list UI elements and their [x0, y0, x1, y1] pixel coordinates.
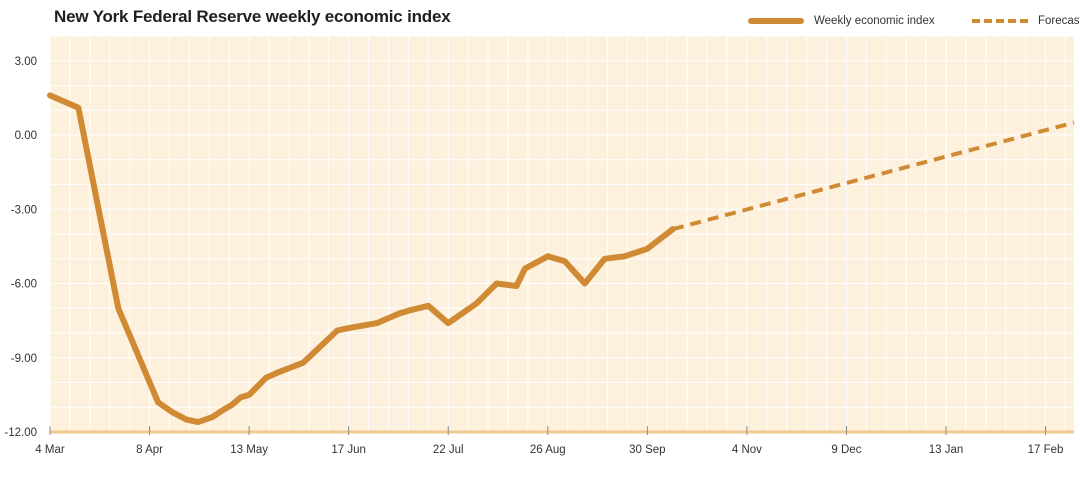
series-line-forecast — [672, 120, 1075, 232]
y-tick-label: 0.00 — [15, 130, 37, 142]
y-tick-label: -12.00 — [4, 427, 37, 439]
legend-swatch-solid-line — [748, 18, 804, 24]
x-tick-label: 17 Feb — [1028, 444, 1064, 456]
x-tick-label: 4 Mar — [35, 444, 65, 456]
x-tick-label: 13 Jan — [929, 444, 964, 456]
x-tick-label: 13 May — [230, 444, 268, 456]
x-axis-ticks: 4 Mar 8 Apr 13 May 17 Jun 22 Jul 26 Aug 30 Sep… — [35, 426, 1063, 456]
legend-item-forecast: Forecast — [972, 12, 1080, 30]
gridlines — [49, 35, 1074, 433]
x-tick-label: 8 Apr — [136, 444, 163, 456]
chart-title: New York Federal Reserve weekly economic… — [54, 7, 451, 26]
legend-label-forecast: Forecast — [1038, 15, 1080, 27]
y-tick-label: 3.00 — [15, 56, 37, 68]
x-tick-label: 9 Dec — [831, 444, 861, 456]
x-tick-label: 17 Jun — [331, 444, 366, 456]
y-tick-label: -6.00 — [11, 279, 37, 291]
legend-item-weekly-index: Weekly economic index — [748, 12, 935, 30]
legend-swatch-dashed-line — [972, 19, 1028, 23]
y-tick-label: -9.00 — [11, 353, 37, 365]
x-tick-label: 30 Sep — [629, 444, 665, 456]
legend-label-weekly-index: Weekly economic index — [814, 15, 935, 27]
x-tick-label: 4 Nov — [732, 444, 762, 456]
series-line-weekly-index — [47, 92, 676, 426]
series-lines — [47, 92, 1075, 426]
x-tick-label: 26 Aug — [530, 444, 566, 456]
x-tick-label: 22 Jul — [433, 444, 464, 456]
y-tick-label: -3.00 — [11, 204, 37, 216]
y-axis-ticks: 3.00 0.00 -3.00 -6.00 -9.00 -12.00 — [4, 56, 37, 439]
